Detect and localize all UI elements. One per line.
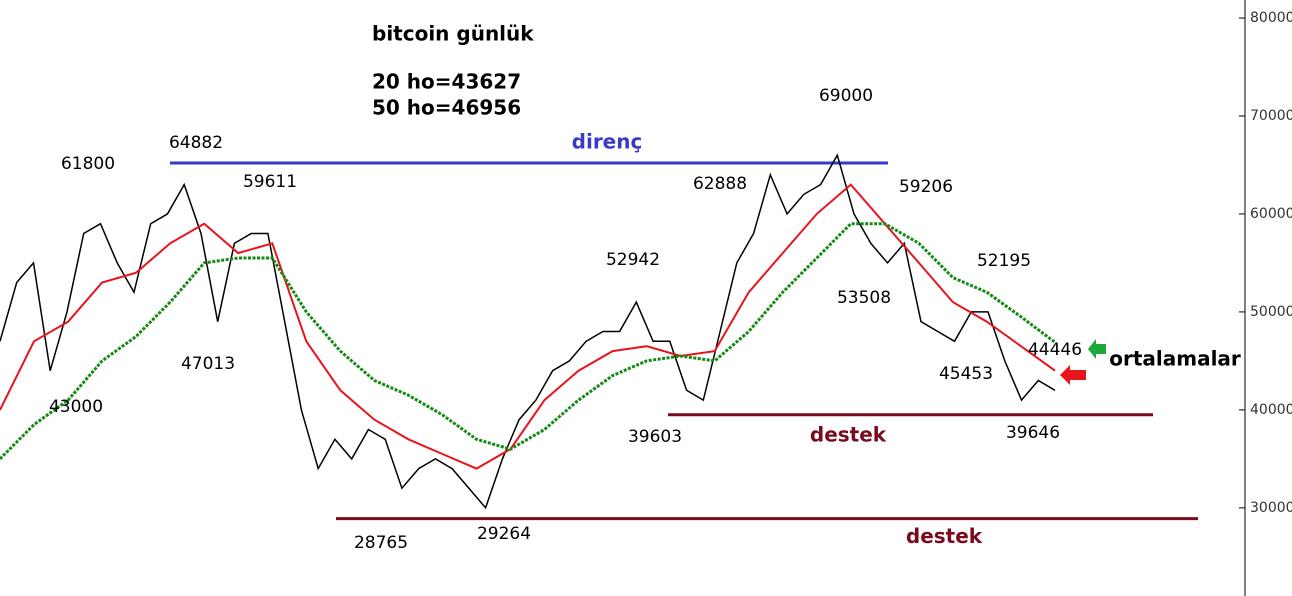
- annotation: 28765: [354, 533, 408, 553]
- level-label: direnç: [572, 130, 643, 154]
- y-tick-label: 40000: [1250, 402, 1292, 418]
- moving-average: [0, 222, 1056, 460]
- price-line: [0, 153, 1056, 510]
- annotation: 39646: [1006, 423, 1060, 443]
- annotation: 59611: [243, 172, 297, 192]
- y-tick-label: 50000: [1250, 304, 1292, 320]
- y-tick-label: 60000: [1250, 206, 1292, 222]
- arrow-green: [1088, 339, 1106, 359]
- annotation: 47013: [181, 354, 235, 374]
- y-tick-label: 70000: [1250, 108, 1292, 124]
- chart-title: bitcoin günlük: [372, 22, 534, 46]
- annotation: ortalamalar: [1109, 347, 1241, 371]
- y-tick-label: 30000: [1250, 500, 1292, 516]
- annotation: 45453: [939, 364, 993, 384]
- annotation: 52195: [977, 251, 1031, 271]
- level-label: destek: [810, 422, 887, 446]
- note: 50 ho=46956: [372, 96, 521, 120]
- y-tick-label: 80000: [1250, 10, 1292, 26]
- annotation: 61800: [61, 154, 115, 174]
- annotation: 43000: [49, 397, 103, 417]
- annotation: 44446: [1028, 340, 1082, 360]
- annotation: 64882: [169, 133, 223, 153]
- annotation: 53508: [837, 288, 891, 308]
- annotation: 59206: [899, 177, 953, 197]
- annotation: 69000: [819, 86, 873, 106]
- annotation: 39603: [628, 427, 682, 447]
- annotation: 52942: [606, 250, 660, 270]
- note: 20 ho=43627: [372, 70, 521, 94]
- moving-average: [0, 183, 1056, 470]
- annotation: 62888: [693, 174, 747, 194]
- arrow-red: [1060, 365, 1086, 385]
- annotation: 29264: [477, 524, 531, 544]
- level-label: destek: [906, 524, 983, 548]
